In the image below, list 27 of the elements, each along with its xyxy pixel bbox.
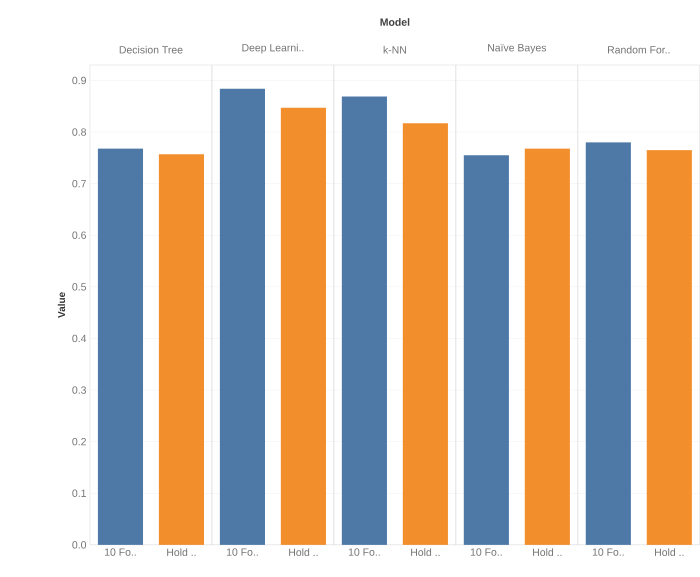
x-tick-label: Hold .. <box>411 548 440 556</box>
y-axis-title: Value <box>58 292 66 318</box>
x-tick-label: Hold .. <box>289 548 318 556</box>
y-tick-label: 0.0 <box>72 541 86 549</box>
y-tick-label: 0.8 <box>72 128 86 136</box>
x-tick-label: 10 Fo.. <box>226 548 258 556</box>
y-tick-label: 0.5 <box>72 283 86 291</box>
y-tick-label: 0.7 <box>72 180 86 188</box>
chart-title: Deep Learni.. <box>242 44 304 54</box>
x-tick-label: 10 Fo.. <box>470 548 502 556</box>
text: Model <box>380 18 410 26</box>
chart-title: Naïve Bayes <box>488 44 546 54</box>
x-tick-label: 10 Fo.. <box>104 548 136 556</box>
y-tick-label: 0.6 <box>72 232 86 240</box>
y-tick-label: 0.2 <box>72 438 86 446</box>
chart-title: Decision Tree <box>120 46 183 54</box>
y-tick-label: 0.9 <box>72 76 86 84</box>
chart-title: Random For.. <box>608 46 670 54</box>
chart-title: k-NN <box>384 46 406 54</box>
y-tick-label: 0.3 <box>72 386 86 394</box>
x-tick-label: Hold .. <box>533 548 562 556</box>
x-tick-label: Hold .. <box>167 548 196 556</box>
x-tick-label: 10 Fo.. <box>348 548 380 556</box>
x-tick-label: Hold .. <box>655 548 684 556</box>
y-tick-label: 0.4 <box>72 334 86 342</box>
x-tick-label: 10 Fo.. <box>592 548 624 556</box>
y-tick-label: 0.1 <box>72 490 86 498</box>
